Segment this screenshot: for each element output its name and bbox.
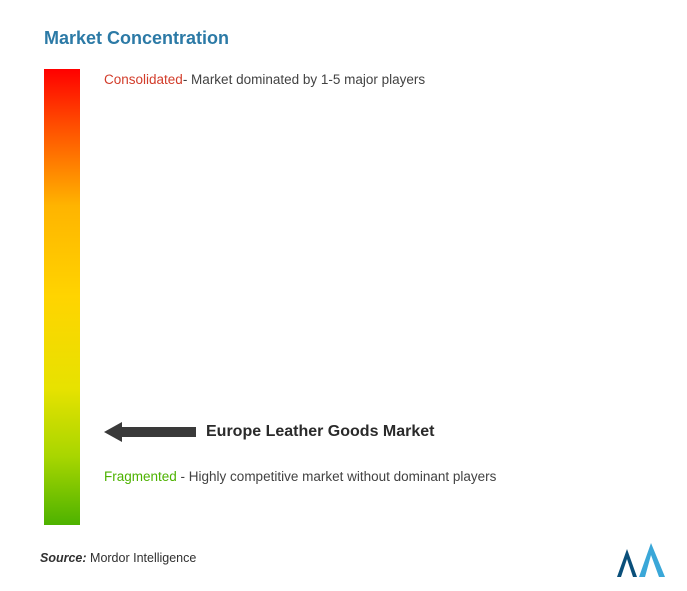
fragmented-label: Fragmented - Highly competitive market w… bbox=[104, 467, 496, 487]
chart-area: Consolidated- Market dominated by 1-5 ma… bbox=[44, 69, 651, 529]
source-label: Source: bbox=[40, 551, 87, 565]
market-pointer-row: Europe Leather Goods Market bbox=[104, 422, 435, 442]
consolidated-label: Consolidated- Market dominated by 1-5 ma… bbox=[104, 71, 425, 90]
fragmented-description: - Highly competitive market without domi… bbox=[177, 469, 497, 484]
consolidated-keyword: Consolidated bbox=[104, 72, 183, 87]
brand-logo-icon bbox=[617, 543, 665, 577]
consolidated-description: - Market dominated by 1-5 major players bbox=[183, 72, 425, 87]
page-title: Market Concentration bbox=[44, 28, 651, 49]
source-value: Mordor Intelligence bbox=[90, 551, 196, 565]
market-pointer-label: Europe Leather Goods Market bbox=[206, 423, 435, 441]
arrow-left-icon bbox=[104, 422, 196, 442]
fragmented-keyword: Fragmented bbox=[104, 469, 177, 484]
concentration-gradient-bar bbox=[44, 69, 80, 525]
source-attribution: Source: Mordor Intelligence bbox=[40, 551, 196, 565]
